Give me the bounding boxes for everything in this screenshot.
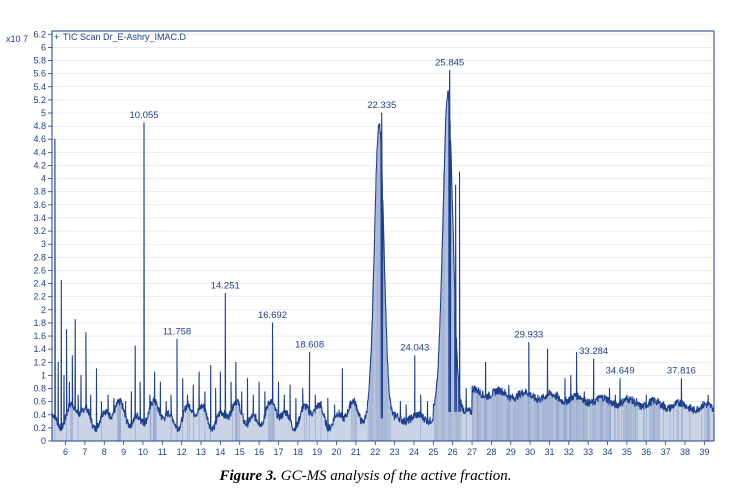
peak-label: 18.608 <box>295 339 324 350</box>
y-tick-label: 5.2 <box>33 95 46 105</box>
y-tick-label: 1.8 <box>33 318 46 328</box>
x-tick-label: 29 <box>506 447 516 457</box>
y-tick-label: 0.4 <box>33 410 46 420</box>
caption-label: Figure 3. <box>219 468 277 484</box>
x-tick-label: 19 <box>312 447 322 457</box>
x-tick-label: 18 <box>293 447 303 457</box>
y-axis: 0 0.2 0.4 0.6 0.8 1 1.2 1.4 1.6 1.8 2 2.2 2.4 2.6 2.8 3… <box>33 29 52 446</box>
y-tick-label: 2 <box>41 305 46 315</box>
y-tick-label: 6 <box>41 42 46 52</box>
y-tick-label: 1.4 <box>33 344 46 354</box>
x-tick-label: 10 <box>138 447 148 457</box>
trace-line <box>51 69 714 432</box>
x-tick-label: 22 <box>370 447 380 457</box>
y-tick-label: 3.4 <box>33 213 46 223</box>
peak-label: 16.692 <box>258 310 287 321</box>
y-tick-label: 3.8 <box>33 187 46 197</box>
x-tick-label: 26 <box>448 447 458 457</box>
x-tick-label: 23 <box>390 447 400 457</box>
x-tick-label: 34 <box>603 447 613 457</box>
legend-label: TIC Scan Dr_E-Ashry_IMAC.D <box>63 32 187 42</box>
peak-labels: 10.055 11.758 14.251 16.692 18.608 22.335 24.0… <box>130 57 696 376</box>
x-tick-label: 32 <box>564 447 574 457</box>
y-tick-label: 2.2 <box>33 292 46 302</box>
y-tick-label: 4.6 <box>33 134 46 144</box>
x-tick-label: 28 <box>486 447 496 457</box>
x-tick-label: 12 <box>177 447 187 457</box>
peak-label: 10.055 <box>130 110 159 121</box>
y-tick-label: 2.6 <box>33 265 46 275</box>
peak-label: 29.933 <box>514 330 543 341</box>
y-multiplier-label: x10 7 <box>6 34 28 44</box>
x-axis: 6 7 8 9 10 11 12 13 14 15 16 17 18 19 20 21 22 23 24 25 26 27… <box>63 441 709 457</box>
caption-text: GC-MS analysis of the active fraction. <box>280 468 512 484</box>
x-tick-label: 35 <box>622 447 632 457</box>
x-tick-label: 30 <box>525 447 535 457</box>
legend-marker: + <box>54 32 59 42</box>
x-tick-label: 36 <box>641 447 651 457</box>
x-tick-label: 25 <box>428 447 438 457</box>
y-tick-label: 1.2 <box>33 357 46 367</box>
x-tick-label: 20 <box>332 447 342 457</box>
peak-label: 25.845 <box>435 57 464 68</box>
y-tick-label: 5 <box>41 108 46 118</box>
legend: + TIC Scan Dr_E-Ashry_IMAC.D <box>54 32 187 42</box>
y-tick-label: 1.6 <box>33 331 46 341</box>
peak-label: 24.043 <box>400 343 429 354</box>
y-tick-label: 1 <box>41 370 46 380</box>
peak-label: 37.816 <box>667 366 696 377</box>
x-tick-label: 37 <box>661 447 671 457</box>
x-tick-label: 17 <box>273 447 283 457</box>
x-tick-label: 24 <box>409 447 419 457</box>
y-tick-label: 0.2 <box>33 423 46 433</box>
x-tick-label: 8 <box>102 447 107 457</box>
plot-frame <box>51 30 715 442</box>
x-tick-label: 27 <box>467 447 477 457</box>
x-tick-label: 16 <box>254 447 264 457</box>
y-tick-label: 6.2 <box>33 29 46 39</box>
x-tick-label: 9 <box>121 447 126 457</box>
y-tick-label: 4.4 <box>33 147 46 157</box>
x-tick-label: 39 <box>699 447 709 457</box>
figure-caption: Figure 3. GC-MS analysis of the active f… <box>0 468 731 485</box>
peak-label: 22.335 <box>367 100 396 111</box>
y-tick-label: 3.6 <box>33 200 46 210</box>
x-tick-label: 38 <box>680 447 690 457</box>
x-tick-label: 21 <box>351 447 361 457</box>
peak-label: 11.758 <box>163 326 191 337</box>
x-tick-label: 11 <box>158 447 167 457</box>
y-tick-label: 0.6 <box>33 397 46 407</box>
y-tick-label: 4.8 <box>33 121 46 131</box>
y-tick-label: 4.2 <box>33 160 46 170</box>
x-tick-label: 7 <box>82 447 87 457</box>
chromatogram-chart: 0 0.2 0.4 0.6 0.8 1 1.2 1.4 1.6 1.8 2 2.2 2.4 2.6 2.8 3… <box>6 29 715 457</box>
y-tick-label: 3.2 <box>33 226 46 236</box>
y-tick-label: 0 <box>41 436 46 446</box>
y-tick-label: 4 <box>41 174 46 184</box>
x-tick-label: 33 <box>583 447 593 457</box>
x-tick-label: 6 <box>63 447 68 457</box>
peak-label: 14.251 <box>211 280 240 291</box>
y-tick-label: 3 <box>41 239 46 249</box>
peak-label: 33.284 <box>579 346 608 357</box>
peak-label: 34.649 <box>606 366 635 377</box>
y-tick-label: 5.8 <box>33 56 46 66</box>
y-tick-label: 0.8 <box>33 384 46 394</box>
x-tick-label: 31 <box>544 447 554 457</box>
x-tick-label: 14 <box>215 447 225 457</box>
y-tick-label: 5.4 <box>33 82 46 92</box>
y-tick-label: 2.4 <box>33 279 46 289</box>
x-tick-label: 15 <box>235 447 245 457</box>
y-tick-label: 2.8 <box>33 252 46 262</box>
x-tick-label: 13 <box>196 447 206 457</box>
trace-path <box>51 69 714 432</box>
y-tick-label: 5.6 <box>33 69 46 79</box>
